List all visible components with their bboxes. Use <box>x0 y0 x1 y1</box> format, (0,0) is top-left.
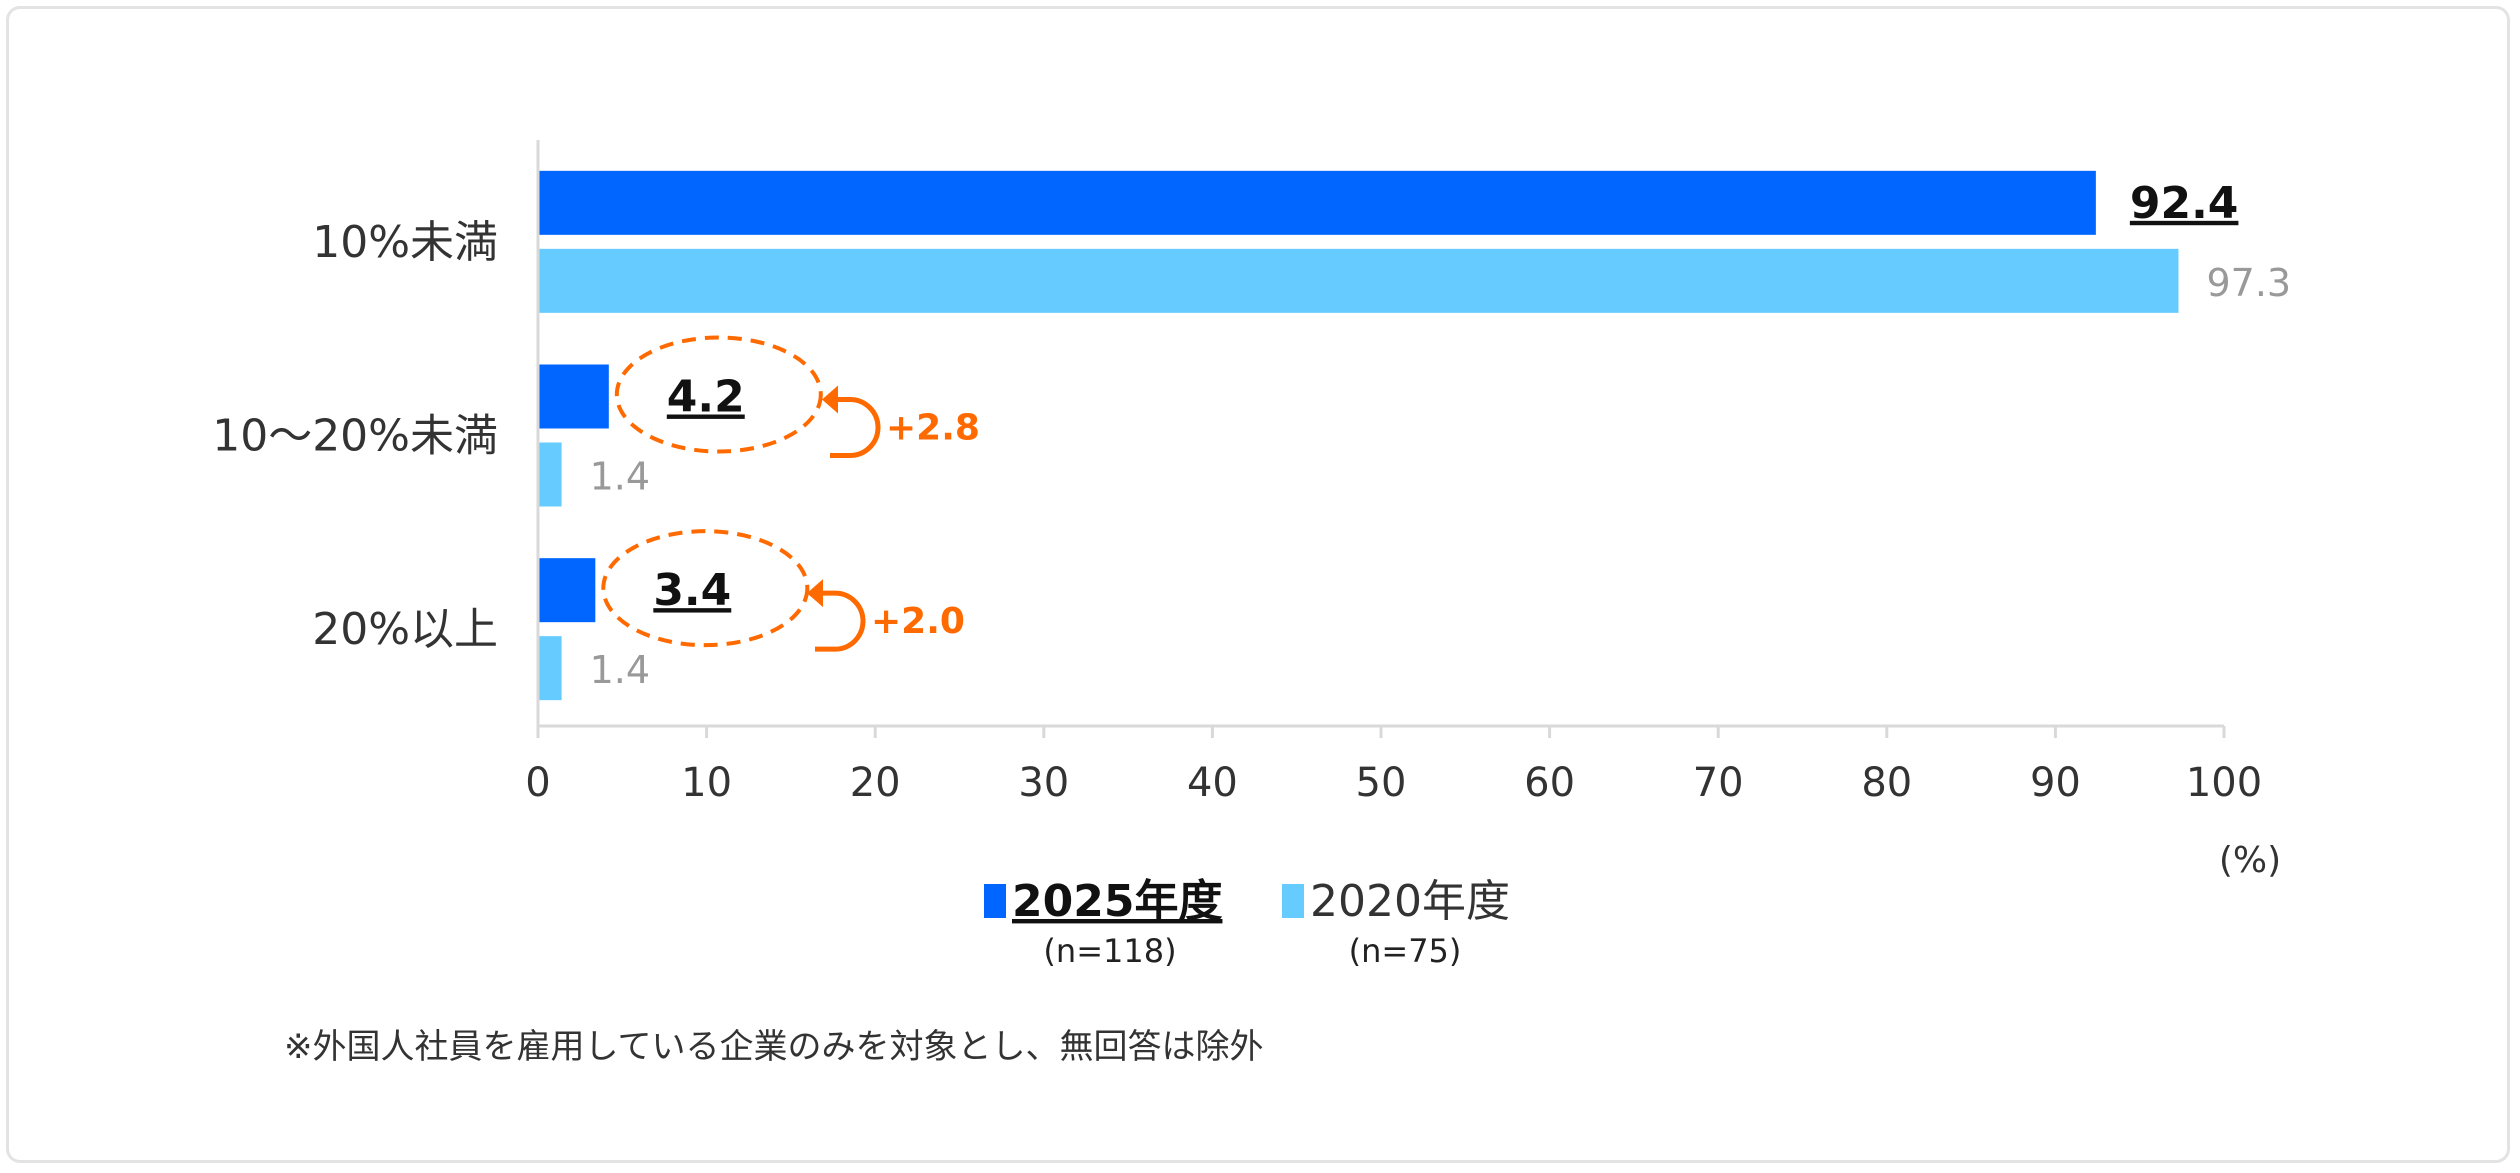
data-label: 92.4 <box>2130 178 2239 229</box>
x-tick-label: 40 <box>1187 760 1238 806</box>
x-tick-label: 20 <box>850 760 901 806</box>
x-tick-label: 0 <box>525 760 550 806</box>
category-label: 10～20%未満 <box>212 411 498 462</box>
bar-2025 <box>538 170 2096 235</box>
footnote: ※外国人社員を雇用している企業のみを対象とし、無回答は除外 <box>284 1027 1263 1067</box>
change-annotation: +2.0 <box>871 601 965 642</box>
legend-swatch-2025 <box>984 884 1006 918</box>
x-tick-label: 60 <box>1524 760 1575 806</box>
change-arrow-icon <box>830 397 881 458</box>
bar-2020 <box>538 636 562 701</box>
data-label: 4.2 <box>667 372 745 423</box>
legend: 2025年度 (n=118) 2020年度 (n=75) <box>984 876 1510 970</box>
data-label: 1.4 <box>590 455 650 499</box>
legend-swatch-2020 <box>1282 884 1304 918</box>
x-tick-label: 10 <box>681 760 732 806</box>
legend-sample-2020: (n=75) <box>1349 932 1462 970</box>
data-label: 1.4 <box>590 648 650 692</box>
category-label: 20%以上 <box>312 604 498 655</box>
category-label: 10%未満 <box>312 217 498 268</box>
arrow-head-icon <box>807 579 823 608</box>
x-tick-label: 50 <box>1356 760 1407 806</box>
highlight-circle <box>614 335 823 454</box>
chart-frame <box>6 6 2510 1163</box>
x-unit-label: (%) <box>2219 840 2281 881</box>
bar-2025 <box>538 364 609 429</box>
x-tick-label: 80 <box>1861 760 1912 806</box>
legend-sample-2025: (n=118) <box>1043 932 1176 970</box>
bar-2025 <box>538 558 596 623</box>
x-tick-label: 70 <box>1693 760 1744 806</box>
legend-label-2020: 2020年度 <box>1310 876 1510 927</box>
x-tick-label: 30 <box>1018 760 1069 806</box>
highlight-circle <box>601 529 810 648</box>
bar-2020 <box>538 248 2179 313</box>
x-tick-label: 100 <box>2186 760 2262 806</box>
data-label: 3.4 <box>653 565 731 616</box>
change-annotation: +2.8 <box>886 408 980 449</box>
legend-label-2025: 2025年度 <box>1012 876 1222 927</box>
data-label: 97.3 <box>2206 261 2291 305</box>
x-tick-label: 90 <box>2030 760 2081 806</box>
change-arrow-icon <box>815 590 866 652</box>
bar-2020 <box>538 442 562 507</box>
arrow-head-icon <box>822 385 838 414</box>
